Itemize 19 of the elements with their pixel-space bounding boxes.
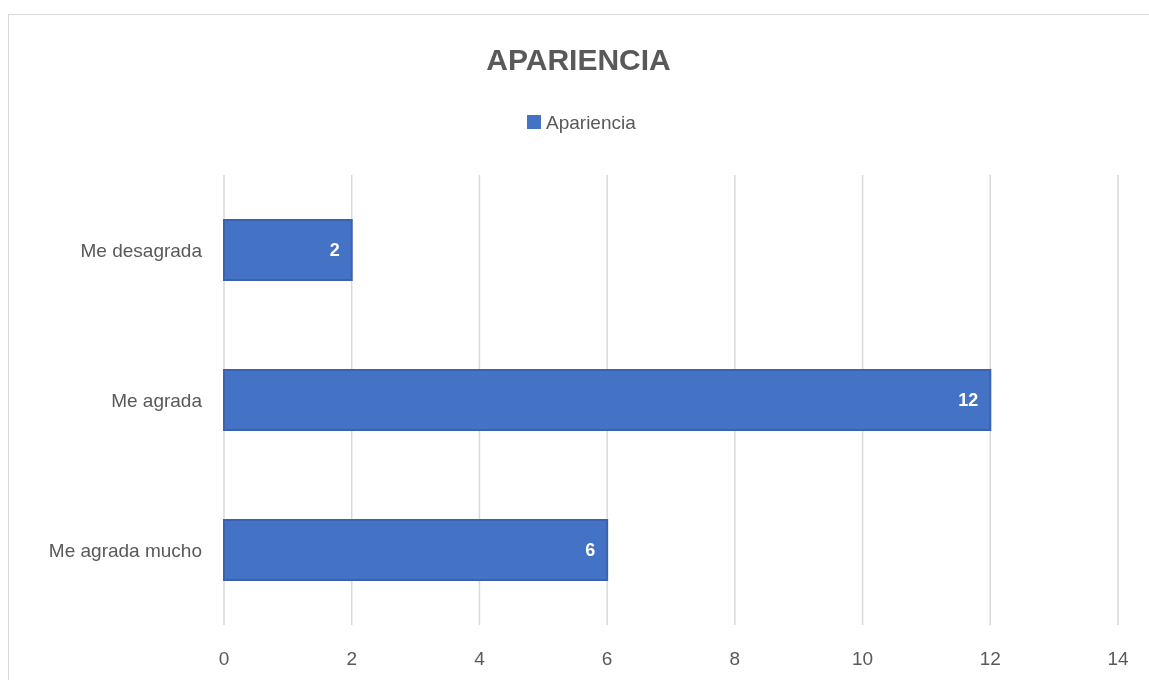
x-tick-label: 8: [729, 648, 741, 669]
chart-title: APARIENCIA: [486, 43, 671, 76]
x-tick-label: 0: [218, 648, 230, 669]
x-tick-label: 12: [979, 648, 1001, 669]
x-tick-label: 2: [346, 648, 357, 669]
x-tick-label: 14: [1107, 648, 1129, 669]
y-tick-label: Me agrada mucho: [48, 539, 202, 561]
data-label: 2: [329, 240, 340, 261]
x-tick-label: 4: [474, 648, 486, 669]
bar: [223, 519, 609, 581]
x-tick-label: 10: [852, 648, 874, 669]
data-label: 12: [958, 390, 979, 411]
y-tick-label: Me agrada: [111, 389, 203, 411]
x-tick-label: 6: [601, 648, 613, 669]
bar: [223, 369, 992, 431]
data-label: 6: [585, 540, 596, 561]
y-tick-label: Me desagrada: [80, 239, 203, 261]
bar: [223, 219, 353, 281]
legend-label: Apariencia: [546, 111, 637, 133]
